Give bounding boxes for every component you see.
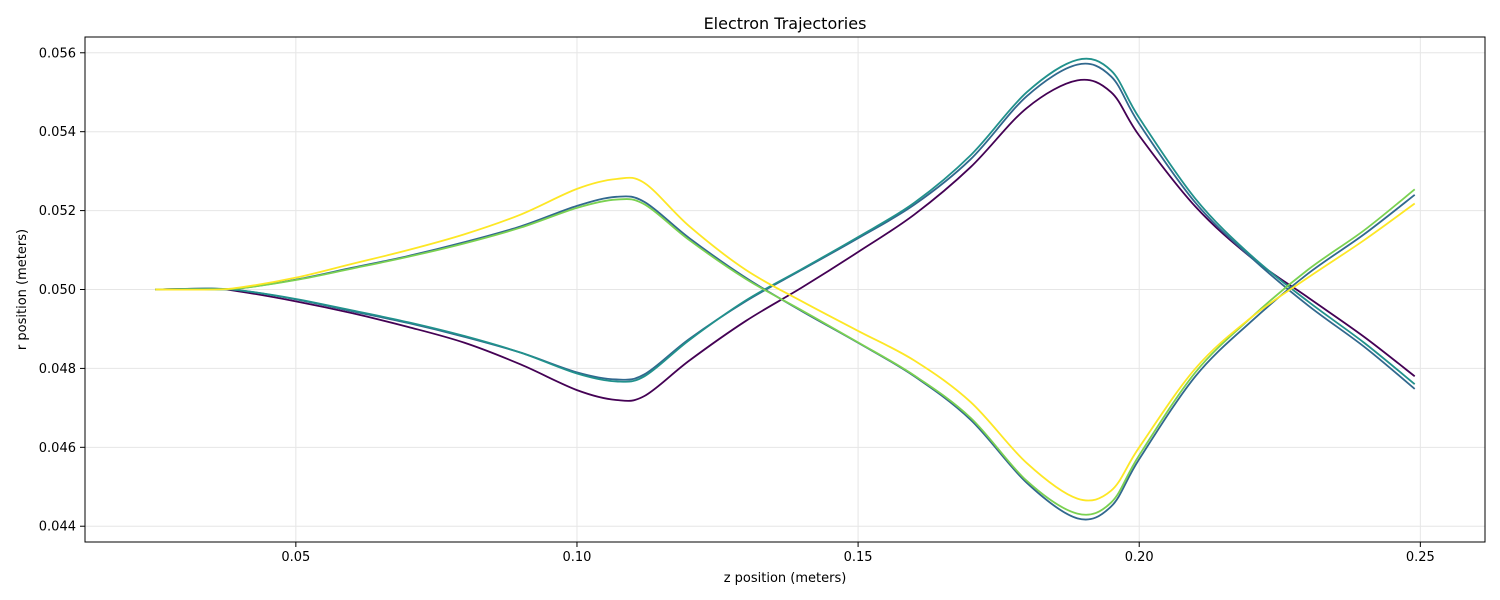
y-axis-label: r position (meters) (15, 229, 30, 350)
trajectory-line-5 (155, 188, 1416, 516)
x-tick-label: 0.05 (281, 550, 310, 565)
x-tick-label: 0.20 (1125, 550, 1154, 565)
trajectory-line-6 (155, 176, 1416, 502)
y-ticks: 0.044 0.046 0.048 0.050 0.052 0.054 0.056 (39, 46, 85, 535)
x-tick-label: 0.15 (844, 550, 873, 565)
grid (85, 37, 1485, 542)
y-tick-label: 0.044 (39, 520, 76, 535)
x-tick-label: 0.10 (562, 550, 591, 565)
chart-title: Electron Trajectories (704, 14, 867, 33)
y-tick-label: 0.046 (39, 441, 76, 456)
y-tick-label: 0.056 (39, 46, 76, 61)
y-tick-label: 0.052 (39, 204, 76, 219)
y-tick-label: 0.048 (39, 362, 76, 377)
y-tick-label: 0.050 (39, 283, 76, 298)
trajectory-line-3 (155, 57, 1416, 385)
series-lines (155, 57, 1416, 521)
x-axis-label: z position (meters) (724, 571, 847, 586)
x-ticks: 0.05 0.10 0.15 0.20 0.25 (281, 542, 1435, 565)
trajectory-line-1 (155, 78, 1416, 402)
x-tick-label: 0.25 (1406, 550, 1435, 565)
y-tick-label: 0.054 (39, 125, 76, 140)
